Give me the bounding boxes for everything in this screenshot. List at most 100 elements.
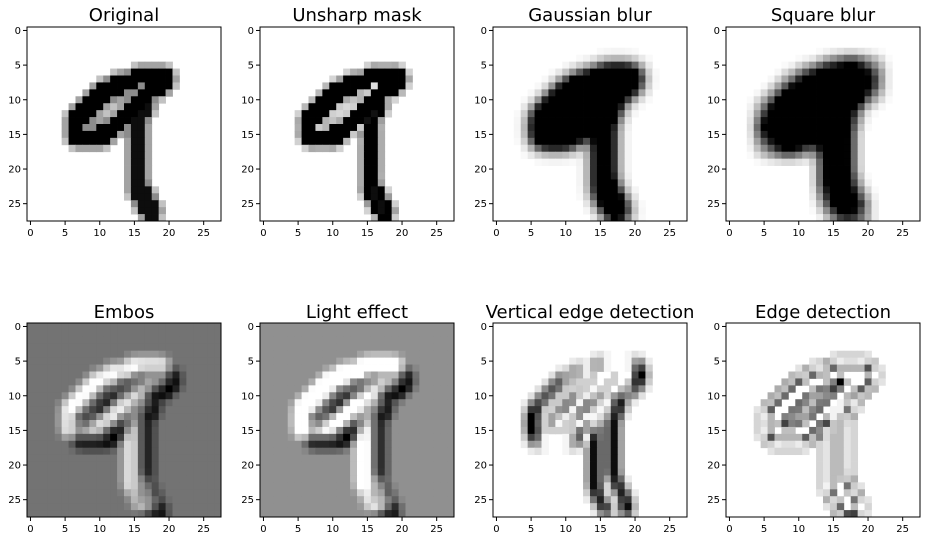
- pixel-cell: [816, 124, 824, 132]
- pixel-cell: [850, 475, 859, 483]
- y-tick-label: 5: [248, 61, 254, 72]
- pixel-cell: [61, 461, 69, 469]
- pixel-cell: [555, 96, 563, 104]
- pixel-cell: [96, 447, 104, 456]
- pixel-cell: [843, 364, 852, 372]
- pixel-cell: [179, 426, 187, 435]
- pixel-cell: [433, 510, 441, 518]
- pixel-cell: [760, 406, 768, 414]
- pixel-cell: [638, 378, 646, 386]
- pixel-cell: [377, 179, 386, 187]
- pixel-cell: [308, 489, 316, 497]
- pixel-cell: [590, 96, 598, 104]
- pixel-cell: [576, 103, 584, 111]
- pixel-cell: [555, 68, 563, 76]
- pixel-cell: [61, 489, 69, 497]
- pixel-cell: [96, 144, 104, 153]
- pixel-cell: [144, 200, 153, 208]
- pixel-cell: [871, 96, 879, 104]
- pixel-cell: [583, 447, 591, 456]
- pixel-cell: [610, 378, 619, 386]
- pixel-cell: [75, 336, 83, 345]
- pixel-cell: [96, 371, 104, 379]
- pixel-cell: [357, 343, 365, 352]
- pixel-cell: [843, 454, 852, 462]
- pixel-cell: [624, 61, 632, 69]
- pixel-cell: [370, 357, 379, 365]
- pixel-cell: [322, 475, 330, 483]
- pixel-cell: [137, 371, 146, 379]
- pixel-cell: [569, 68, 577, 76]
- pixel-cell: [343, 336, 351, 345]
- pixel-cell: [54, 447, 63, 456]
- pixel-cell: [322, 343, 330, 352]
- pixel-cell: [214, 475, 222, 483]
- pixel-cell: [89, 378, 97, 386]
- pixel-cell: [273, 385, 282, 393]
- pixel-cell: [412, 420, 420, 428]
- pixel-cell: [301, 454, 309, 462]
- pixel-cell: [214, 510, 222, 518]
- pixel-cell: [596, 440, 605, 449]
- pixel-cell: [795, 89, 803, 97]
- pixel-cell: [54, 489, 63, 497]
- pixel-cell: [440, 329, 448, 338]
- pixel-cell: [273, 510, 282, 518]
- pixel-cell: [760, 124, 768, 132]
- pixel-cell: [207, 426, 215, 435]
- pixel-cell: [287, 482, 296, 490]
- pixel-cell: [103, 82, 111, 90]
- pixel-cell: [767, 158, 775, 166]
- pixel-cell: [165, 426, 173, 435]
- pixel-cell: [398, 323, 406, 331]
- pixel-cell: [809, 89, 817, 97]
- pixel-cell: [273, 413, 282, 421]
- pixel-cell: [207, 406, 215, 414]
- pixel-cell: [864, 193, 872, 201]
- pixel-cell: [823, 447, 831, 456]
- pixel-cell: [130, 364, 139, 372]
- pixel-cell: [836, 350, 845, 359]
- pixel-cell: [617, 117, 626, 125]
- pixel-cell: [158, 440, 166, 449]
- pixel-cell: [172, 364, 180, 372]
- pixel-cell: [301, 392, 309, 400]
- pixel-cell: [377, 158, 386, 166]
- pixel-cell: [576, 124, 584, 132]
- pixel-cell: [377, 399, 386, 407]
- pixel-cell: [541, 399, 549, 407]
- pixel-cell: [68, 385, 76, 393]
- pixel-cell: [363, 96, 372, 104]
- pixel-cell: [753, 124, 762, 132]
- pixel-cell: [809, 82, 817, 90]
- pixel-cell: [617, 468, 626, 476]
- pixel-cell: [850, 503, 859, 511]
- pixel-cell: [357, 323, 365, 331]
- pixel-cell: [513, 124, 522, 132]
- pixel-cell: [569, 357, 577, 365]
- pixel-cell: [562, 89, 570, 97]
- pixel-cell: [850, 364, 859, 372]
- pixel-cell: [823, 47, 831, 56]
- pixel-cell: [746, 151, 755, 160]
- pixel-cell: [638, 103, 646, 111]
- pixel-cell: [753, 96, 762, 104]
- pixel-cell: [603, 489, 612, 497]
- pixel-cell: [788, 440, 796, 449]
- pixel-cell: [117, 350, 125, 359]
- pixel-cell: [426, 371, 434, 379]
- pixel-cell: [96, 468, 104, 476]
- panel-title: Edge detection: [755, 302, 891, 323]
- pixel-cell: [165, 323, 173, 331]
- pixel-cell: [638, 385, 646, 393]
- pixel-cell: [823, 496, 831, 504]
- pixel-cell: [329, 475, 337, 483]
- pixel-cell: [596, 137, 605, 146]
- pixel-cell: [273, 503, 282, 511]
- pixel-cell: [795, 151, 803, 160]
- pixel-cell: [280, 503, 289, 511]
- pixel-cell: [315, 482, 323, 490]
- pixel-cell: [447, 413, 455, 421]
- y-tick-label: 15: [707, 426, 720, 437]
